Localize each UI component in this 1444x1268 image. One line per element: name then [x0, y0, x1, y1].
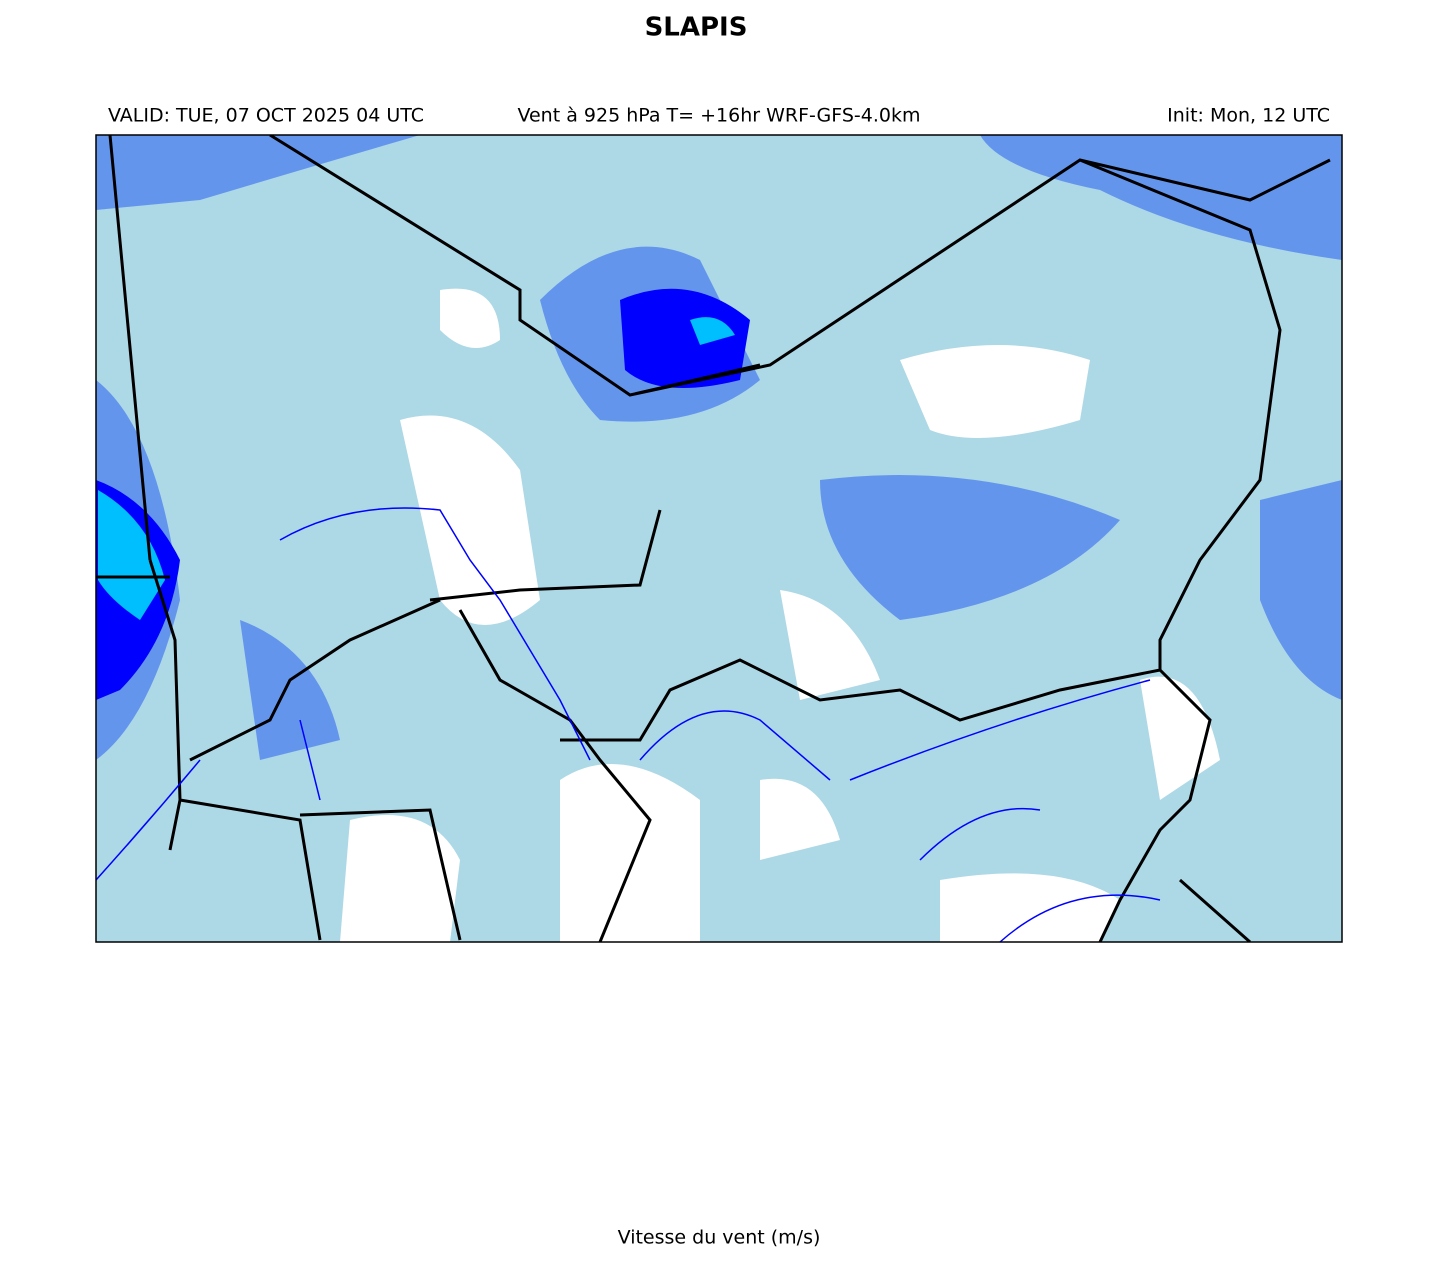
- title: SLAPIS: [645, 13, 748, 43]
- valid-time: VALID: TUE, 07 OCT 2025 04 UTC: [108, 105, 424, 127]
- river: [96, 507, 1161, 942]
- map-frame: [95, 134, 1343, 943]
- country-border: [96, 135, 1331, 942]
- init-time: Init: Mon, 12 UTC: [1167, 105, 1330, 127]
- field-label: Vent à 925 hPa T= +16hr WRF-GFS-4.0km: [517, 105, 920, 127]
- very-strong-wind-area: [96, 288, 750, 700]
- map-area: [96, 135, 1342, 942]
- strong-wind-area: [96, 135, 1342, 760]
- colorbar-label: Vitesse du vent (m/s): [618, 1227, 821, 1249]
- map-background: [96, 135, 1342, 942]
- calm-area: [340, 288, 1220, 942]
